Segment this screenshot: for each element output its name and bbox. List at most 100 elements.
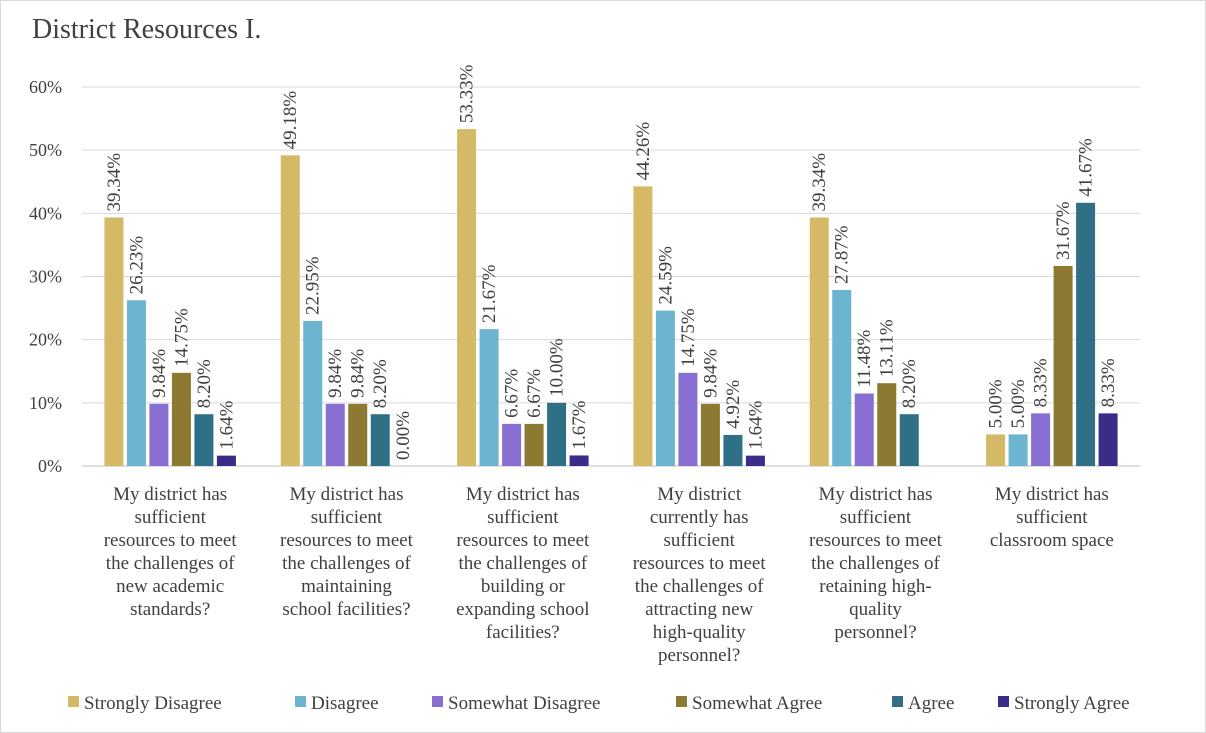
bar bbox=[171, 372, 191, 466]
legend-label: Strongly Agree bbox=[1014, 693, 1130, 714]
y-tick-label: 0% bbox=[38, 456, 62, 476]
x-tick-label: school facilities? bbox=[282, 599, 410, 620]
x-tick-label: personnel? bbox=[658, 645, 740, 666]
data-label: 14.75% bbox=[171, 308, 192, 367]
bar bbox=[678, 372, 698, 466]
x-tick-label: building or bbox=[481, 576, 566, 597]
bar bbox=[745, 455, 765, 466]
bar bbox=[700, 403, 720, 466]
data-label: 44.26% bbox=[633, 122, 654, 181]
bar bbox=[1098, 413, 1118, 466]
bar bbox=[457, 129, 477, 466]
y-tick-label: 40% bbox=[29, 203, 62, 223]
data-label: 9.84% bbox=[348, 349, 369, 398]
x-tick-label: facilities? bbox=[486, 622, 560, 643]
bar bbox=[216, 455, 236, 466]
x-tick-label: retaining high- bbox=[819, 576, 931, 597]
x-tick-label: new academic bbox=[116, 576, 224, 597]
data-label: 8.33% bbox=[1031, 358, 1052, 407]
x-tick-label: the challenges of bbox=[635, 576, 764, 597]
data-label: 53.33% bbox=[457, 64, 478, 123]
bar bbox=[325, 403, 345, 466]
legend-swatch bbox=[295, 696, 306, 707]
x-tick-label: standards? bbox=[130, 599, 210, 620]
bar bbox=[899, 414, 919, 466]
data-label: 8.20% bbox=[194, 359, 215, 408]
data-label: 5.00% bbox=[1008, 379, 1029, 428]
legend-label: Strongly Disagree bbox=[84, 693, 222, 714]
data-label: 8.20% bbox=[899, 359, 920, 408]
x-tick-label: maintaining bbox=[301, 576, 392, 597]
bar bbox=[569, 455, 589, 466]
x-tick-label: My district bbox=[657, 484, 742, 505]
bar bbox=[1076, 202, 1096, 467]
x-tick-label: resources to meet bbox=[280, 530, 414, 551]
legend-swatch bbox=[432, 696, 443, 707]
bar bbox=[809, 217, 829, 466]
y-tick-label: 50% bbox=[29, 140, 62, 160]
data-label: 6.67% bbox=[524, 369, 545, 418]
x-tick-label: attracting new bbox=[645, 599, 753, 620]
x-tick-label: sufficient bbox=[487, 507, 559, 528]
bar bbox=[479, 329, 499, 466]
x-tick-label: currently has bbox=[650, 507, 749, 528]
data-label: 27.87% bbox=[832, 225, 853, 284]
bar bbox=[280, 155, 300, 467]
x-tick-label: the challenges of bbox=[811, 553, 940, 574]
legend-swatch bbox=[676, 696, 687, 707]
bar bbox=[1008, 434, 1028, 466]
bar bbox=[1031, 413, 1051, 466]
data-label: 26.23% bbox=[126, 236, 147, 295]
bar bbox=[524, 423, 544, 466]
y-tick-label: 60% bbox=[29, 77, 62, 97]
bar bbox=[502, 423, 522, 466]
legend: Strongly Disagree Disagree Somewhat Disagr… bbox=[68, 693, 1130, 714]
x-tick-label: sufficient bbox=[1016, 507, 1088, 528]
data-label: 21.67% bbox=[479, 264, 500, 323]
data-label: 6.67% bbox=[502, 369, 523, 418]
bar bbox=[633, 186, 653, 467]
x-tick-label: quality bbox=[849, 599, 902, 620]
bar bbox=[348, 403, 368, 466]
data-labels: 39.34%26.23%9.84%14.75%8.20%1.64%49.18%2… bbox=[104, 64, 1119, 460]
x-tick-label: expanding school bbox=[456, 599, 590, 620]
bar bbox=[547, 402, 567, 466]
bar bbox=[370, 414, 390, 466]
bar bbox=[723, 434, 743, 466]
data-label: 1.64% bbox=[216, 400, 237, 449]
legend-swatch bbox=[892, 696, 903, 707]
bar bbox=[877, 383, 897, 466]
x-tick-label: My district has bbox=[466, 484, 580, 505]
gridlines bbox=[82, 86, 1140, 467]
data-label: 39.34% bbox=[104, 153, 125, 212]
x-tick-label: resources to meet bbox=[809, 530, 943, 551]
data-label: 41.67% bbox=[1076, 138, 1097, 197]
data-label: 13.11% bbox=[877, 319, 898, 377]
legend-label: Agree bbox=[908, 693, 954, 714]
data-label: 4.92% bbox=[723, 380, 744, 429]
data-label: 9.84% bbox=[325, 349, 346, 398]
data-label: 0.00% bbox=[393, 411, 414, 460]
x-tick-label: My district has bbox=[290, 484, 404, 505]
bar bbox=[149, 403, 169, 466]
x-tick-label: My district has bbox=[819, 484, 933, 505]
legend-label: Disagree bbox=[311, 693, 379, 714]
bars bbox=[104, 129, 1118, 467]
x-tick-label: resources to meet bbox=[456, 530, 590, 551]
y-tick-label: 10% bbox=[29, 393, 62, 413]
bar bbox=[303, 321, 323, 466]
data-label: 39.34% bbox=[809, 153, 830, 212]
data-label: 5.00% bbox=[986, 379, 1007, 428]
data-label: 10.00% bbox=[547, 338, 568, 397]
bar bbox=[126, 300, 146, 466]
y-tick-label: 30% bbox=[29, 267, 62, 287]
x-tick-label: classroom space bbox=[990, 530, 1114, 551]
data-label: 1.67% bbox=[569, 400, 590, 449]
data-label: 8.20% bbox=[370, 359, 391, 408]
data-label: 11.48% bbox=[854, 329, 875, 387]
x-tick-label: resources to meet bbox=[633, 553, 767, 574]
y-axis-ticks: 0% 10% 20% 30% 40% 50% 60% bbox=[29, 77, 62, 476]
x-tick-label: the challenges of bbox=[458, 553, 587, 574]
legend-label: Somewhat Agree bbox=[692, 693, 822, 714]
